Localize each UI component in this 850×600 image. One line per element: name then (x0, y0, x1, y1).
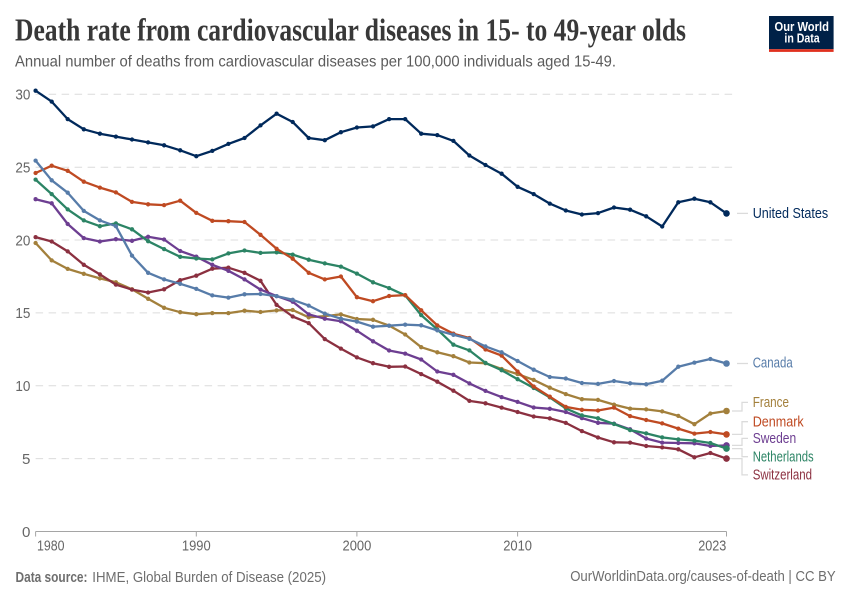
svg-text:United States: United States (753, 206, 829, 222)
svg-text:1980: 1980 (37, 537, 65, 554)
svg-text:Data source:IHME, Global Burde: Data source: IHME, Global Burden of Disea… (16, 570, 327, 586)
svg-text:Annual number of deaths from c: Annual number of deaths from cardiovascu… (15, 54, 616, 71)
svg-text:OurWorldinData.org/causes-of-d: OurWorldinData.org/causes-of-death | CC … (570, 569, 836, 585)
svg-text:15: 15 (15, 305, 30, 322)
svg-text:2023: 2023 (698, 537, 726, 554)
svg-text:2000: 2000 (343, 537, 372, 554)
svg-text:Canada: Canada (753, 356, 794, 372)
svg-text:Death rate from cardiovascular: Death rate from cardiovascular diseases … (15, 13, 686, 48)
svg-text:Our World: Our World (775, 19, 830, 34)
svg-text:Netherlands: Netherlands (753, 449, 814, 465)
svg-text:Switzerland: Switzerland (753, 468, 812, 484)
svg-text:30: 30 (15, 87, 30, 104)
svg-text:20: 20 (15, 232, 30, 249)
svg-text:2010: 2010 (503, 537, 532, 554)
svg-text:1990: 1990 (182, 537, 211, 554)
svg-text:5: 5 (22, 451, 30, 468)
svg-text:25: 25 (15, 160, 30, 177)
svg-text:France: France (753, 395, 789, 411)
svg-text:10: 10 (15, 378, 30, 395)
svg-text:0: 0 (22, 524, 30, 541)
svg-text:Denmark: Denmark (753, 414, 805, 430)
svg-text:in Data: in Data (784, 31, 820, 46)
svg-text:Sweden: Sweden (753, 431, 797, 447)
